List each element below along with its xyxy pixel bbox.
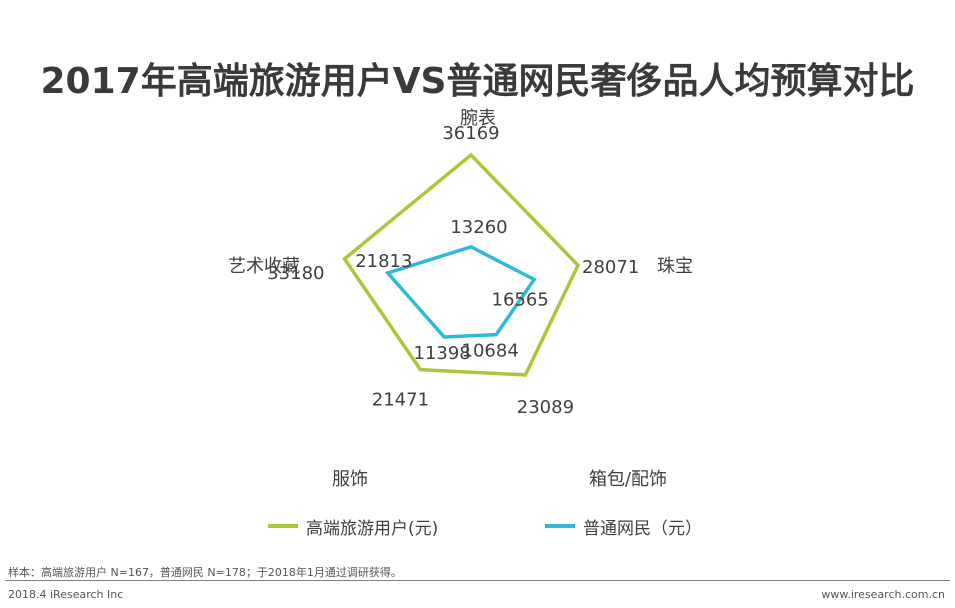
axis-label-1: 珠宝	[657, 256, 693, 277]
data-label-high-end-0: 36169	[442, 123, 499, 144]
legend-item-netizen: 普通网民（元）	[545, 514, 702, 539]
data-label-netizen-3: 11398	[414, 343, 471, 364]
website-text: www.iresearch.com.cn	[821, 588, 945, 601]
series-average-netizens	[384, 244, 537, 339]
footer-divider	[5, 580, 950, 581]
data-label-netizen-1: 16565	[492, 289, 549, 310]
axis-label-0: 腕表	[460, 108, 496, 129]
axis-label-2: 箱包/配饰	[589, 469, 667, 490]
data-label-netizen-2: 10684	[462, 341, 519, 362]
legend-label-high-end: 高端旅游用户(元)	[306, 518, 439, 539]
legend-swatch-netizen	[545, 524, 575, 528]
copyright-text: 2018.4 iResearch Inc	[8, 588, 124, 601]
data-label-netizen-0: 13260	[450, 217, 507, 238]
data-label-high-end-1: 28071	[582, 257, 639, 278]
sample-footnote: 样本：高端旅游用户 N=167，普通网民 N=178；于2018年1月通过调研获…	[8, 566, 402, 579]
chart-title: 2017年高端旅游用户VS普通网民奢侈品人均预算对比	[40, 61, 915, 102]
data-label-high-end-2: 23089	[517, 397, 574, 418]
axis-label-4: 艺术收藏	[228, 256, 300, 277]
data-label-netizen-4: 21813	[355, 251, 412, 272]
axis-label-3: 服饰	[332, 469, 368, 490]
legend-label-netizen: 普通网民（元）	[583, 518, 702, 539]
legend-swatch-high-end	[268, 524, 298, 528]
legend-item-high-end: 高端旅游用户(元)	[268, 514, 439, 539]
data-label-high-end-4: 33180	[267, 263, 324, 284]
series-high-end-travelers	[342, 152, 581, 377]
data-label-high-end-3: 21471	[372, 390, 429, 411]
